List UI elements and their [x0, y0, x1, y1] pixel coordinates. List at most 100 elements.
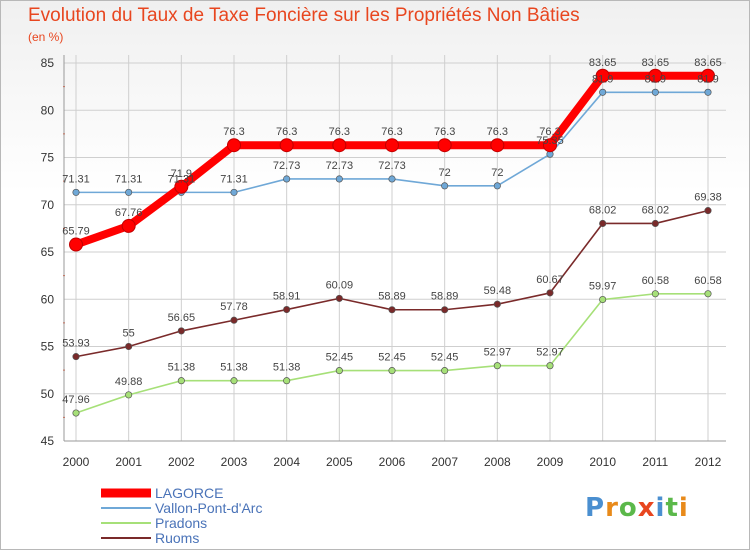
data-label: 51.38: [273, 362, 301, 374]
data-label: 52.97: [536, 347, 564, 359]
data-point: [543, 138, 557, 153]
x-tick-label: 2009: [537, 455, 564, 469]
data-label: 51.38: [220, 362, 248, 374]
data-point: [388, 306, 396, 314]
y-tick-label: 60: [41, 292, 55, 306]
logo-letter: t: [665, 493, 679, 523]
y-tick-label: 45: [41, 434, 55, 448]
x-tick-label: 2005: [326, 455, 353, 469]
y-tick-label: 70: [41, 198, 55, 212]
data-point: [125, 188, 133, 196]
data-point: [69, 237, 83, 252]
data-point: [437, 138, 452, 153]
data-label: 60.09: [326, 279, 354, 291]
data-point: [493, 182, 501, 190]
data-point: [704, 290, 712, 298]
data-point: [335, 294, 343, 302]
data-point: [230, 316, 238, 324]
data-label: 52.45: [431, 352, 459, 364]
data-label: 72: [491, 167, 503, 179]
x-tick-label: 2006: [379, 455, 406, 469]
data-label: 60.67: [536, 274, 564, 286]
data-label: 52.97: [484, 347, 512, 359]
data-point: [648, 68, 663, 83]
data-point: [283, 377, 291, 385]
x-tick-label: 2004: [273, 455, 300, 469]
data-point: [332, 138, 347, 153]
data-label: 76.3: [434, 126, 455, 138]
data-point: [335, 367, 343, 375]
data-point: [72, 353, 80, 361]
data-point: [441, 367, 449, 375]
x-tick-label: 2003: [221, 455, 248, 469]
axis-layer: 45 50 55 60 65 70 75 80 85 2000 2001 2002 2003 2004 20…: [41, 55, 726, 469]
data-point: [704, 88, 712, 96]
data-point: [441, 306, 449, 314]
data-label: 72.73: [326, 160, 354, 172]
data-label: 60.58: [642, 275, 670, 287]
data-label: 71.9: [171, 168, 192, 180]
data-point: [546, 362, 554, 370]
chart-unit: (en %): [28, 30, 64, 44]
data-label: 56.65: [168, 312, 196, 324]
legend-entry: LAGORCE: [155, 485, 223, 501]
y-tick-label: 65: [41, 245, 55, 259]
data-label: 71.31: [220, 173, 248, 185]
data-point: [230, 188, 238, 196]
data-point: [121, 218, 136, 233]
data-label: 72.73: [273, 160, 301, 172]
y-tick-label: 85: [41, 56, 55, 70]
data-label: 71.31: [168, 173, 196, 185]
data-point: [335, 175, 343, 183]
data-label: 76.3: [329, 126, 350, 138]
data-label: 76.3: [539, 126, 560, 138]
proxiti-logo: Proxiti: [585, 493, 689, 523]
x-tick-label: 2002: [168, 455, 195, 469]
data-point: [177, 327, 185, 335]
data-label: 72.73: [378, 160, 406, 172]
data-label: 76.3: [276, 126, 297, 138]
data-point: [125, 391, 133, 399]
data-point: [599, 295, 607, 304]
data-point: [493, 300, 501, 308]
data-label: 59.97: [589, 281, 617, 293]
data-label: 47.96: [62, 394, 90, 406]
data-point: [599, 88, 607, 96]
data-label: 81.9: [697, 73, 718, 85]
data-point: [704, 207, 712, 215]
data-label: 76.3: [223, 126, 244, 138]
data-point: [651, 290, 659, 298]
x-tick-label: 2011: [642, 455, 668, 469]
logo-letter: x: [637, 493, 656, 523]
x-tick-label: 2008: [484, 455, 511, 469]
data-label: 58.89: [431, 291, 459, 303]
data-label: 68.02: [642, 204, 670, 216]
data-label: 60.58: [694, 275, 722, 287]
x-tick-label: 2007: [431, 455, 458, 469]
data-label: 59.48: [484, 285, 512, 297]
data-point: [546, 289, 554, 297]
data-point: [493, 362, 501, 370]
data-label: 81.9: [645, 73, 666, 85]
legend-entry: Vallon-Pont-d'Arc: [155, 500, 262, 516]
data-label: 76.3: [487, 126, 508, 138]
data-label: 67.76: [115, 207, 143, 219]
x-tick-label: 2010: [589, 455, 616, 469]
data-point: [125, 342, 133, 351]
data-point: [651, 219, 659, 228]
data-point: [283, 306, 291, 314]
data-point: [283, 175, 291, 183]
logo-letter: i: [655, 493, 666, 523]
series-layer: [69, 68, 715, 417]
grid-layer: [64, 55, 726, 442]
data-label: 83.65: [642, 57, 670, 69]
data-point: [701, 68, 715, 83]
data-point: [595, 68, 610, 83]
y-tick-label: 75: [41, 151, 55, 165]
data-label: 72: [439, 167, 451, 179]
legend-entry: Ruoms: [155, 530, 199, 546]
data-label: 52.45: [378, 352, 406, 364]
chart-title: Evolution du Taux de Taxe Foncière sur l…: [28, 5, 580, 26]
x-tick-label: 2012: [695, 455, 722, 469]
